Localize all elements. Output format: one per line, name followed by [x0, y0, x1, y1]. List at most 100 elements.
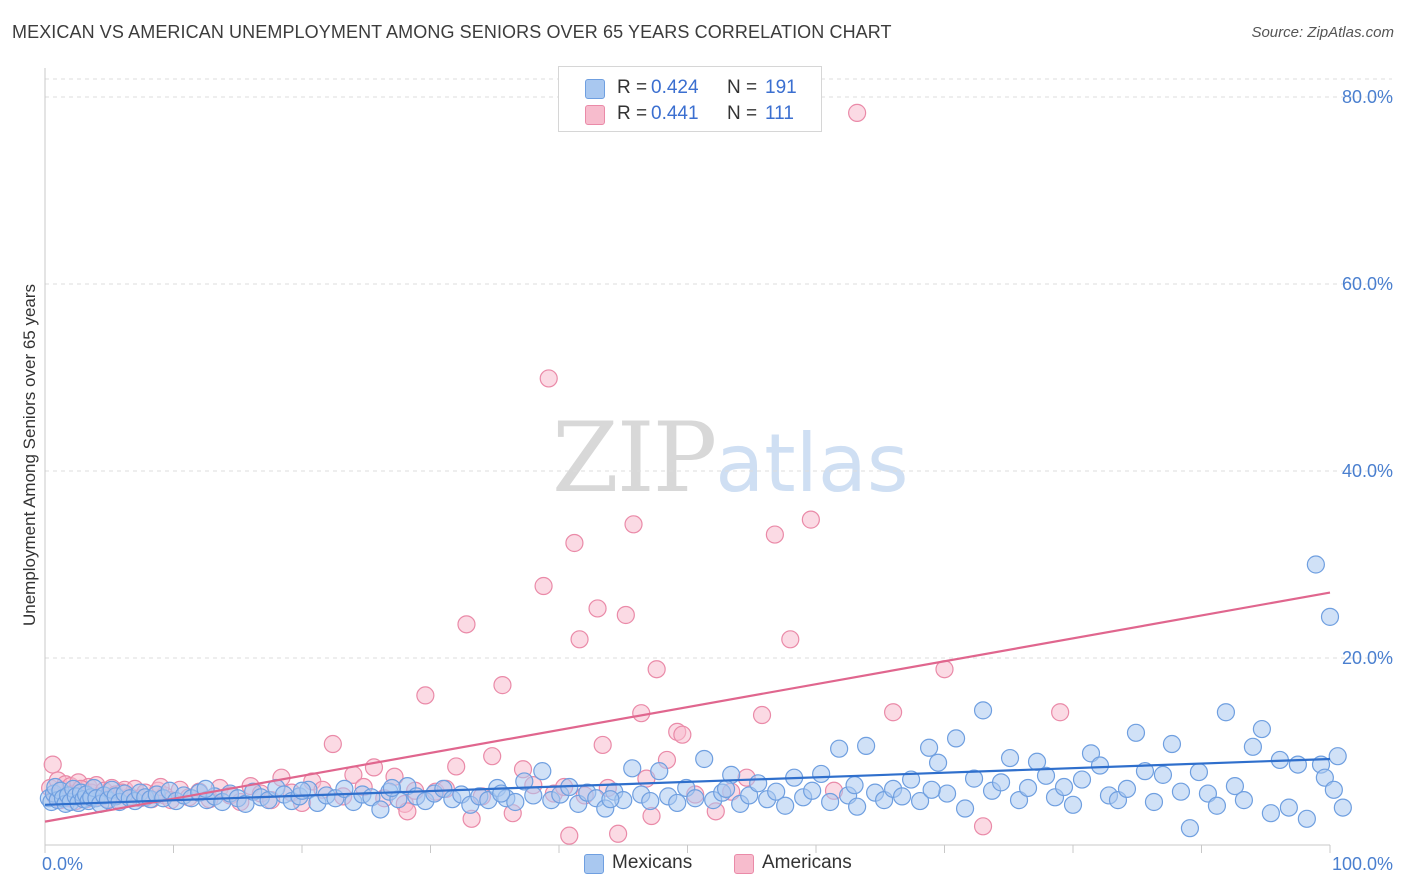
mexicans-point [1324, 780, 1343, 799]
legend-swatch-americans [585, 105, 605, 125]
americans-point [616, 605, 635, 625]
americans-point [883, 703, 903, 722]
americans-point [570, 630, 589, 649]
mexicans-point [716, 779, 736, 799]
mexicans-point [1180, 819, 1200, 838]
mexicans-point [686, 789, 705, 808]
mexicans-point [1216, 703, 1236, 722]
trend-lines [44, 591, 1331, 823]
mexicans-point [776, 796, 795, 815]
mexicans-point [1315, 768, 1334, 787]
mexicans-point [1081, 744, 1101, 763]
mexicans-point [991, 773, 1011, 792]
mexicans-point [946, 729, 966, 748]
mexicans-point [1234, 791, 1254, 810]
mexicans-point [928, 753, 948, 772]
mexicans-point [937, 784, 957, 803]
americans-point [1051, 703, 1070, 722]
legend-n-label: N = [727, 77, 758, 98]
y-tick-label: 80.0% [1342, 87, 1393, 107]
mexicans-points [39, 555, 1352, 838]
mexicans-point [1018, 778, 1038, 798]
americans-point [457, 615, 476, 634]
mexicans-point [1261, 804, 1280, 823]
americans-point [609, 824, 628, 843]
mexicans-point [1144, 792, 1164, 812]
watermark: ZIPatlas [552, 402, 909, 514]
americans-point [43, 755, 62, 774]
mexicans-point [1333, 798, 1352, 817]
mexicans-point [1009, 791, 1029, 810]
americans-point [848, 103, 867, 122]
mexicans-point [1072, 770, 1092, 789]
americans-trend-line [44, 591, 1331, 823]
correlation-legend: R = 0.424 N = 191 R = 0.441 N = 111 [558, 66, 822, 132]
mexicans-point [1162, 734, 1182, 754]
y-tick-label: 60.0% [1342, 274, 1393, 294]
mexicans-point [1243, 737, 1263, 756]
x-tick-label: 0.0% [42, 854, 83, 874]
source-label: Source: ZipAtlas.com [1251, 24, 1394, 41]
axes [44, 68, 1331, 853]
americans-point [398, 802, 417, 821]
mexicans-point [901, 770, 921, 789]
mexicans-point [740, 786, 759, 805]
mexicans-point [1153, 765, 1173, 784]
americans-point [593, 735, 612, 755]
americans-point [483, 747, 502, 766]
americans-point [642, 806, 661, 826]
legend-n-label: N = [727, 103, 758, 124]
legend-swatch-mexicans [585, 79, 605, 99]
bottom-legend-label-americans: Americans [762, 852, 852, 873]
watermark-atlas: atlas [715, 417, 909, 510]
americans-point [647, 660, 666, 679]
americans-point [588, 599, 607, 618]
mexicans-point [1328, 747, 1347, 766]
legend-r-value: 0.441 [651, 103, 699, 124]
mexicans-point [695, 749, 714, 769]
mexicans-point [1063, 795, 1083, 814]
mexicans-point [371, 800, 390, 819]
mexicans-point [1117, 779, 1137, 799]
legend-row-mexicans: R = 0.424 N = 191 [559, 75, 821, 101]
tick-labels: 20.0% 40.0% 60.0% 80.0% 0.0% 100.0% [42, 87, 1393, 874]
mexicans-point [382, 778, 402, 798]
mexicans-point [821, 792, 840, 812]
mexicans-point [1225, 776, 1245, 796]
mexicans-point [1252, 719, 1271, 739]
x-tick-label: 100.0% [1332, 854, 1393, 874]
mexicans-point [922, 780, 941, 799]
americans-point [801, 510, 820, 529]
americans-point [752, 705, 772, 725]
legend-r-label: R = [617, 103, 648, 124]
americans-point [673, 725, 692, 744]
bottom-legend-swatch-americans [734, 854, 754, 874]
mexicans-point [1288, 755, 1307, 774]
mexicans-point [830, 739, 849, 758]
mexicans-point [1207, 796, 1227, 815]
mexicans-point [1297, 809, 1316, 828]
americans-point [765, 525, 784, 544]
mexicans-point [1090, 756, 1110, 775]
grid-lines [45, 78, 1392, 659]
legend-n-value: 191 [765, 77, 797, 98]
mexicans-point [1306, 555, 1325, 574]
mexicans-point [623, 759, 642, 778]
americans-point [416, 686, 435, 705]
mexicans-point [845, 776, 864, 795]
mexicans-point [1054, 777, 1074, 797]
legend-r-label: R = [617, 77, 648, 98]
americans-point [323, 734, 342, 754]
mexicans-point [1279, 798, 1298, 817]
legend-n-value: 111 [765, 103, 794, 124]
mexicans-point [973, 701, 993, 720]
mexicans-point [524, 786, 543, 805]
y-tick-label: 40.0% [1342, 461, 1393, 481]
mexicans-point [749, 774, 768, 793]
mexicans-point [668, 793, 687, 813]
mexicans-point [767, 782, 786, 801]
legend-row-americans: R = 0.441 N = 111 [559, 101, 821, 127]
mexicans-point [1135, 762, 1155, 781]
americans-point [447, 757, 466, 776]
mexicans-point [641, 791, 660, 811]
